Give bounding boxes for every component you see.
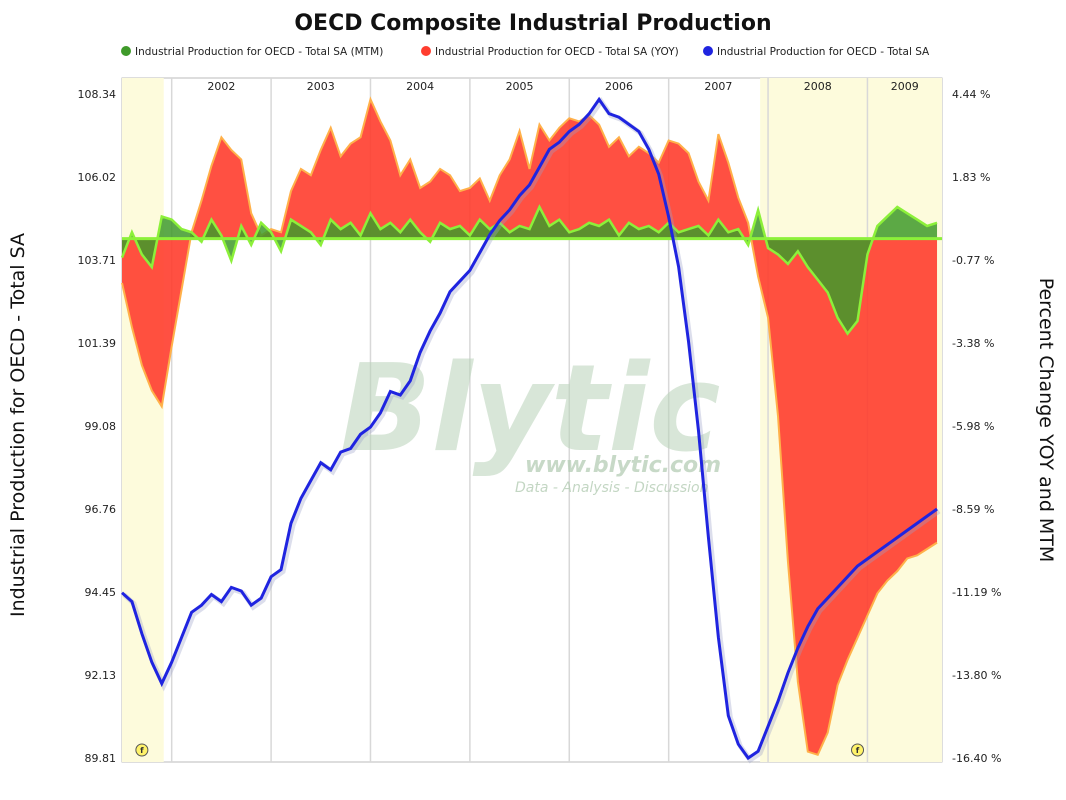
y-right-tick-label: -8.59 % [952,503,994,516]
level-line-shadow [122,97,941,764]
event-marker-label: f [140,746,144,755]
year-label: 2008 [804,80,832,93]
legend-entry: Industrial Production for OECD - Total S… [717,46,930,58]
year-label: 2006 [605,80,633,93]
y-left-tick-label: 94.45 [85,586,117,599]
y-left-tick-label: 108.34 [78,88,117,101]
y-axis-right-label: Percent Change YOY and MTM [1035,278,1057,563]
year-label: 2007 [704,80,732,93]
watermark-tagline: Data - Analysis - Discussion [515,480,708,496]
watermark-url: www.blytic.com [525,453,721,478]
y-right-tick-label: -16.40 % [952,752,1001,765]
y-right-tick-label: 1.83 % [952,171,990,184]
y-left-tick-label: 101.39 [78,337,117,350]
year-label: 2002 [207,80,235,93]
chart-title: OECD Composite Industrial Production [294,11,771,36]
event-marker-label: f [856,746,860,755]
y-right-tick-label: -5.98 % [952,420,994,433]
y-right-tick-label: -11.19 % [952,586,1001,599]
legend-swatch [703,46,713,56]
year-label: 2005 [506,80,534,93]
event-marker [851,743,865,757]
legend-clip [942,40,1066,62]
legend-swatch [121,46,131,56]
legend-entry: Industrial Production for OECD - Total S… [435,46,679,58]
y-right-tick-label: -3.38 % [952,337,994,350]
event-marker [135,743,149,757]
y-left-tick-label: 96.76 [85,503,117,516]
y-left-tick-label: 89.81 [85,752,117,765]
year-label: 2004 [406,80,434,93]
year-label: 2003 [307,80,335,93]
legend-swatch [421,46,431,56]
y-right-tick-label: -0.77 % [952,254,994,267]
legend-entry: Industrial Production for OECD - Total S… [135,46,383,58]
y-right-tick-label: -13.80 % [952,669,1001,682]
y-left-tick-label: 92.13 [85,669,117,682]
y-left-tick-label: 103.71 [78,254,117,267]
recession-band [122,78,164,762]
level-line [120,96,938,761]
y-right-tick-label: 4.44 % [952,88,990,101]
y-axis-left-label: Industrial Production for OECD - Total S… [7,233,29,617]
y-left-tick-label: 99.08 [85,420,117,433]
mtm-line [120,204,938,336]
year-label: 2009 [891,80,919,93]
y-left-tick-label: 106.02 [78,171,117,184]
watermark-logo: Blytic [340,340,720,479]
